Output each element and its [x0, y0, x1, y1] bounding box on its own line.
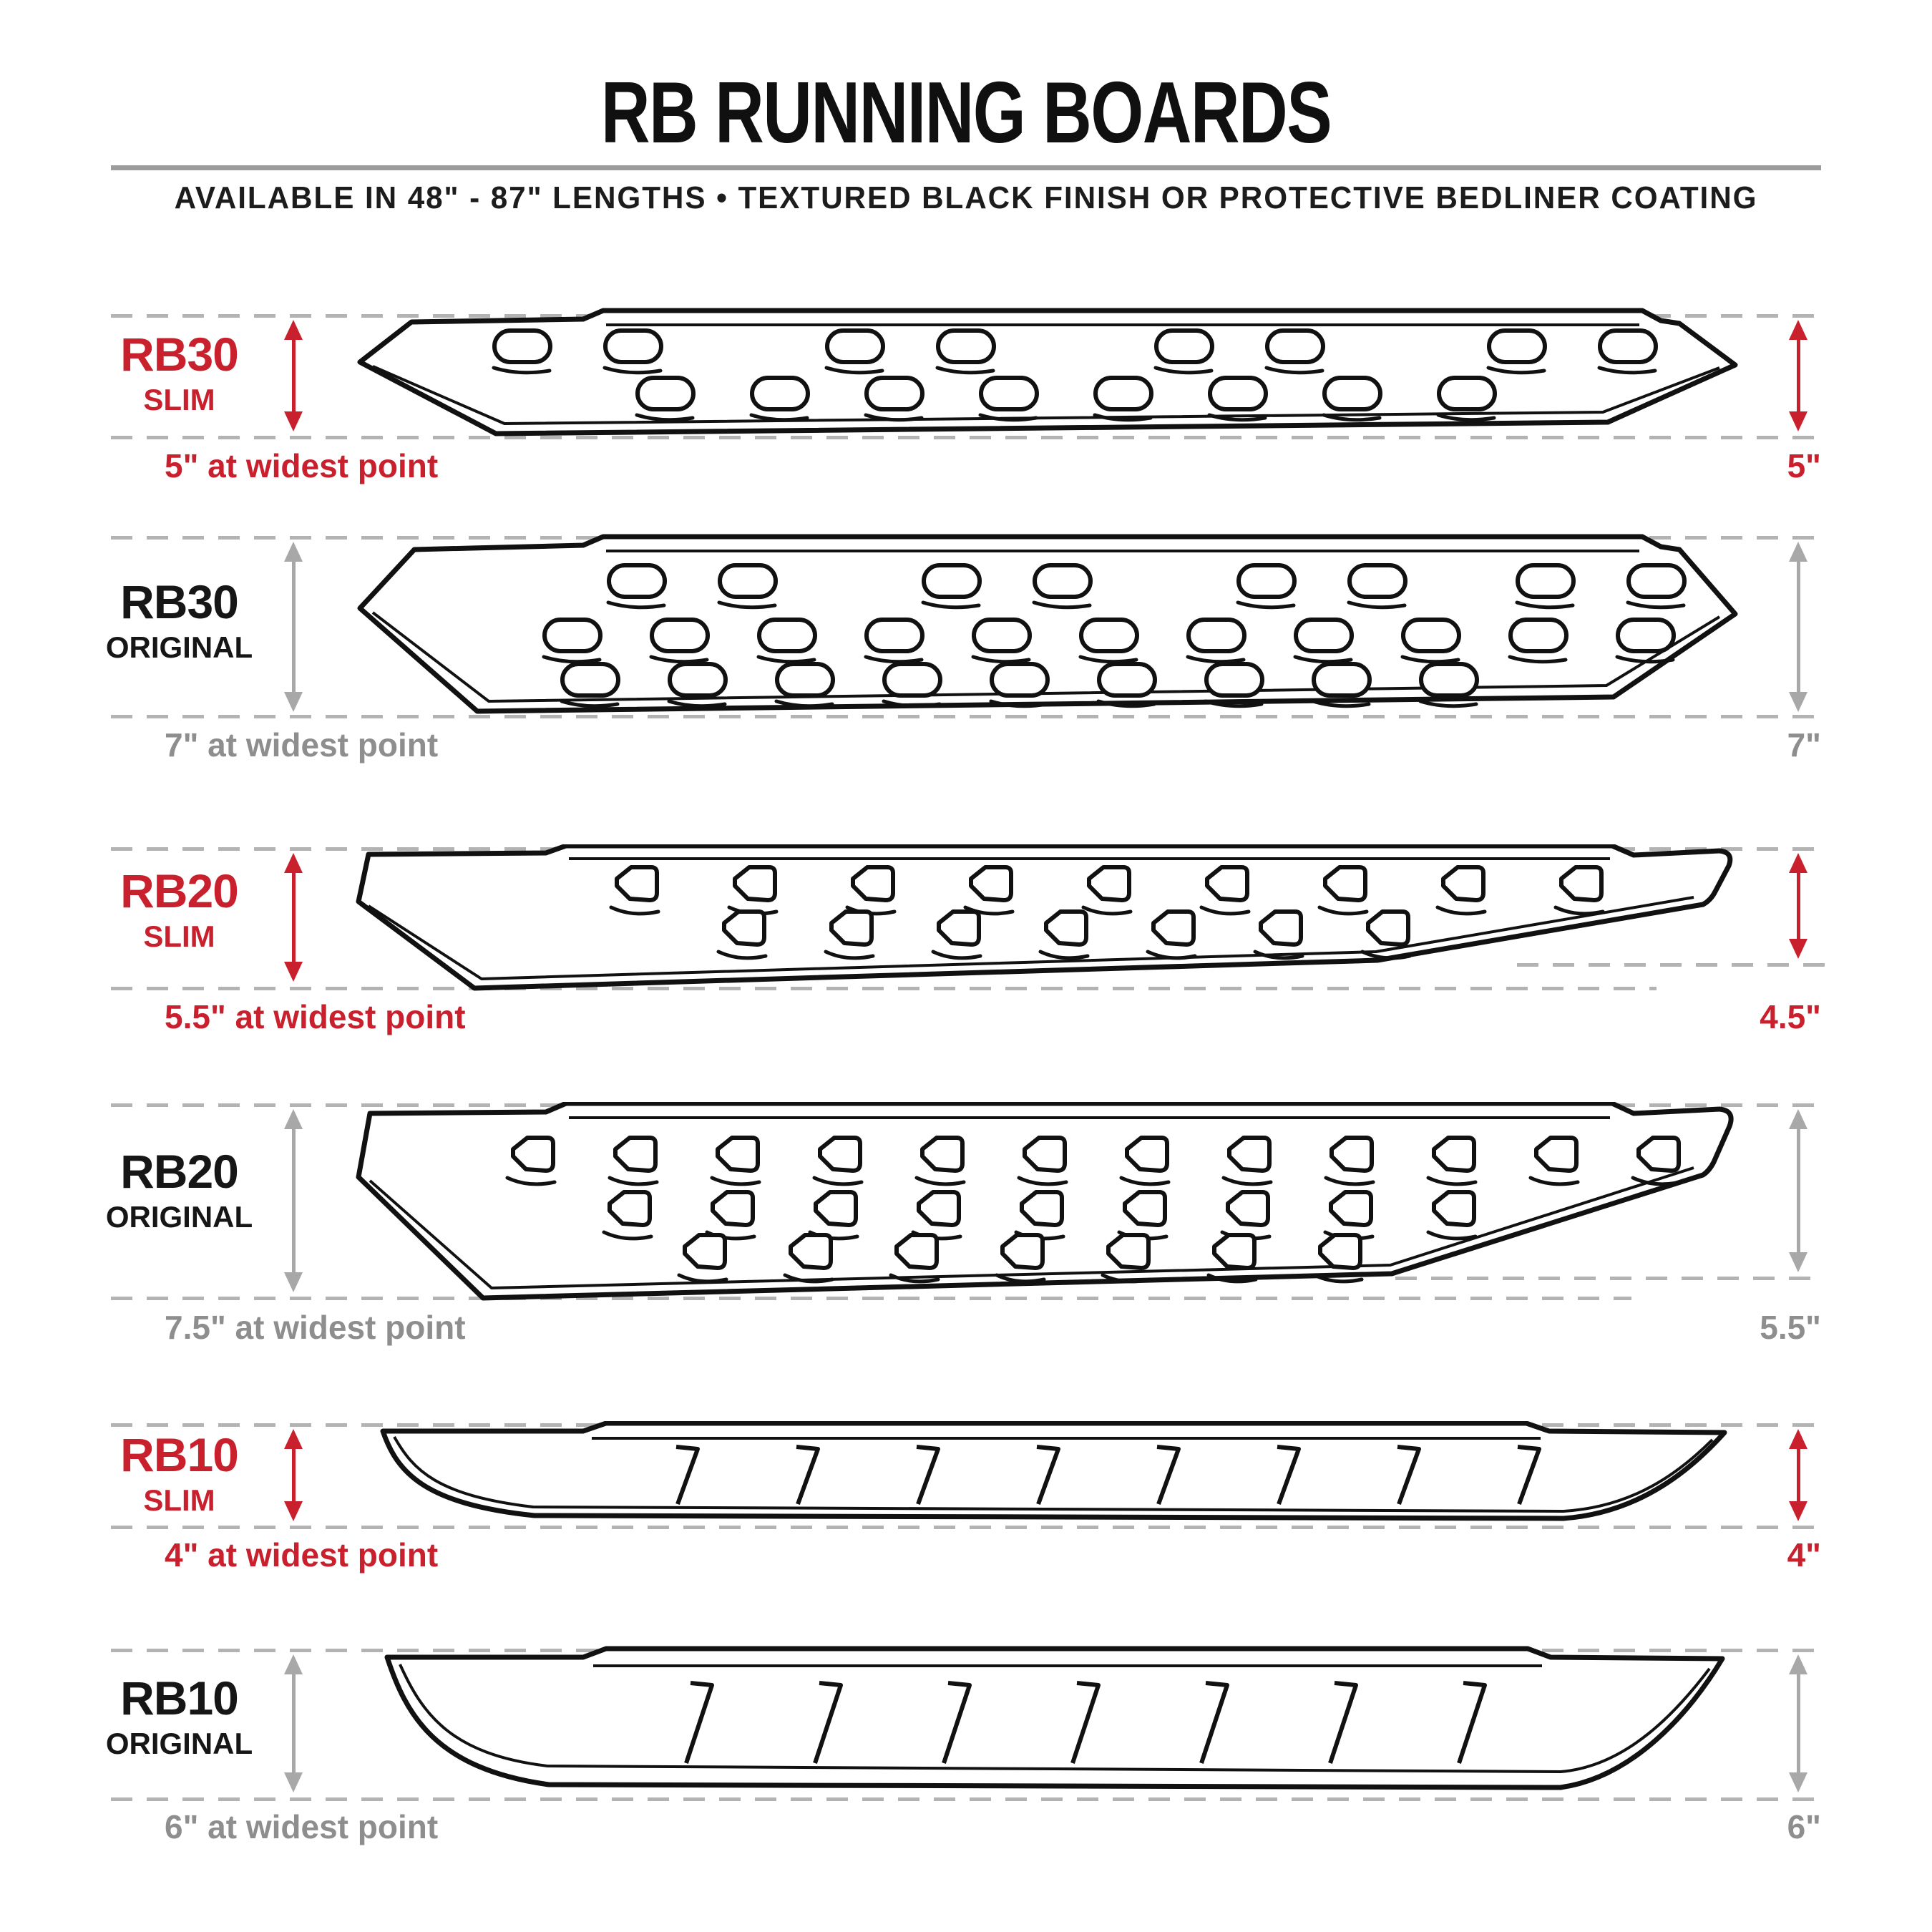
- rb30-original-guide-bottom: [111, 715, 1825, 718]
- rb10-original-left-dimension-arrow: [282, 1654, 305, 1792]
- rb30-original-model-label: RB30: [120, 575, 239, 628]
- rb10-original-model-label: RB10: [120, 1672, 239, 1724]
- rb30-slim-board-drawing: [357, 308, 1738, 436]
- rb20-slim-right-dimension-arrow: [1787, 853, 1810, 959]
- rb10-original-guide-bottom: [111, 1797, 1825, 1801]
- rb30-original-variant-label: ORIGINAL: [105, 630, 253, 664]
- rb20-original-height-caption: 5.5": [1760, 1309, 1821, 1346]
- rb10-slim-left-dimension-arrow: [282, 1429, 305, 1521]
- rb30-slim-width-caption: 5" at widest point: [165, 447, 439, 484]
- rb10-original-width-caption: 6" at widest point: [165, 1808, 439, 1845]
- rb30-slim-model-label: RB30: [120, 328, 239, 381]
- rb20-slim-variant-label: SLIM: [143, 919, 215, 953]
- rb30-slim-height-caption: 5": [1787, 447, 1821, 484]
- rb20-original-guide-bottom-right: [1395, 1277, 1825, 1280]
- rb30-slim-guide-bottom: [111, 436, 1825, 439]
- rb10-slim-width-caption: 4" at widest point: [165, 1536, 439, 1574]
- rb30-slim-right-dimension-arrow: [1787, 320, 1810, 431]
- rb20-original-right-dimension-arrow: [1787, 1109, 1810, 1272]
- rb10-slim-height-caption: 4": [1787, 1536, 1821, 1574]
- title-divider: [111, 165, 1821, 170]
- rb20-original-left-dimension-arrow: [282, 1109, 305, 1292]
- rb20-original-guide-bottom-left: [111, 1297, 1631, 1300]
- rb30-original-board-drawing: [357, 534, 1738, 714]
- rb20-slim-width-caption: 5.5" at widest point: [165, 998, 466, 1035]
- rb20-original-board-drawing: [356, 1102, 1734, 1301]
- page-title: RB RUNNING BOARDS: [600, 64, 1332, 161]
- rb10-slim-model-label: RB10: [120, 1428, 239, 1481]
- rb10-slim-variant-label: SLIM: [143, 1483, 215, 1517]
- rb30-slim-left-dimension-arrow: [282, 320, 305, 431]
- rb10-original-right-dimension-arrow: [1787, 1654, 1810, 1792]
- rb20-slim-guide-bottom-right: [1517, 963, 1825, 967]
- rb20-slim-height-caption: 4.5": [1760, 998, 1821, 1035]
- rb10-original-board-drawing: [384, 1646, 1725, 1790]
- rb10-slim-guide-bottom: [111, 1526, 1825, 1529]
- rb20-original-variant-label: ORIGINAL: [105, 1200, 253, 1234]
- rb10-slim-board-drawing: [380, 1421, 1727, 1521]
- rb30-original-right-dimension-arrow: [1787, 542, 1810, 712]
- rb20-original-model-label: RB20: [120, 1145, 239, 1198]
- rb10-original-height-caption: 6": [1787, 1808, 1821, 1845]
- rb10-original-variant-label: ORIGINAL: [105, 1727, 253, 1760]
- rb10-slim-right-dimension-arrow: [1787, 1429, 1810, 1521]
- rb20-slim-guide-bottom-left: [111, 987, 1657, 990]
- rb30-original-left-dimension-arrow: [282, 542, 305, 712]
- rb20-slim-left-dimension-arrow: [282, 853, 305, 982]
- rb20-slim-model-label: RB20: [120, 864, 239, 917]
- subtitle: AVAILABLE IN 48" - 87" LENGTHS • TEXTURE…: [174, 180, 1758, 215]
- rb30-slim-variant-label: SLIM: [143, 383, 215, 416]
- rb20-original-width-caption: 7.5" at widest point: [165, 1309, 466, 1346]
- rb20-slim-board-drawing: [356, 844, 1733, 991]
- rb30-original-width-caption: 7" at widest point: [165, 726, 439, 763]
- rb30-original-height-caption: 7": [1787, 726, 1821, 763]
